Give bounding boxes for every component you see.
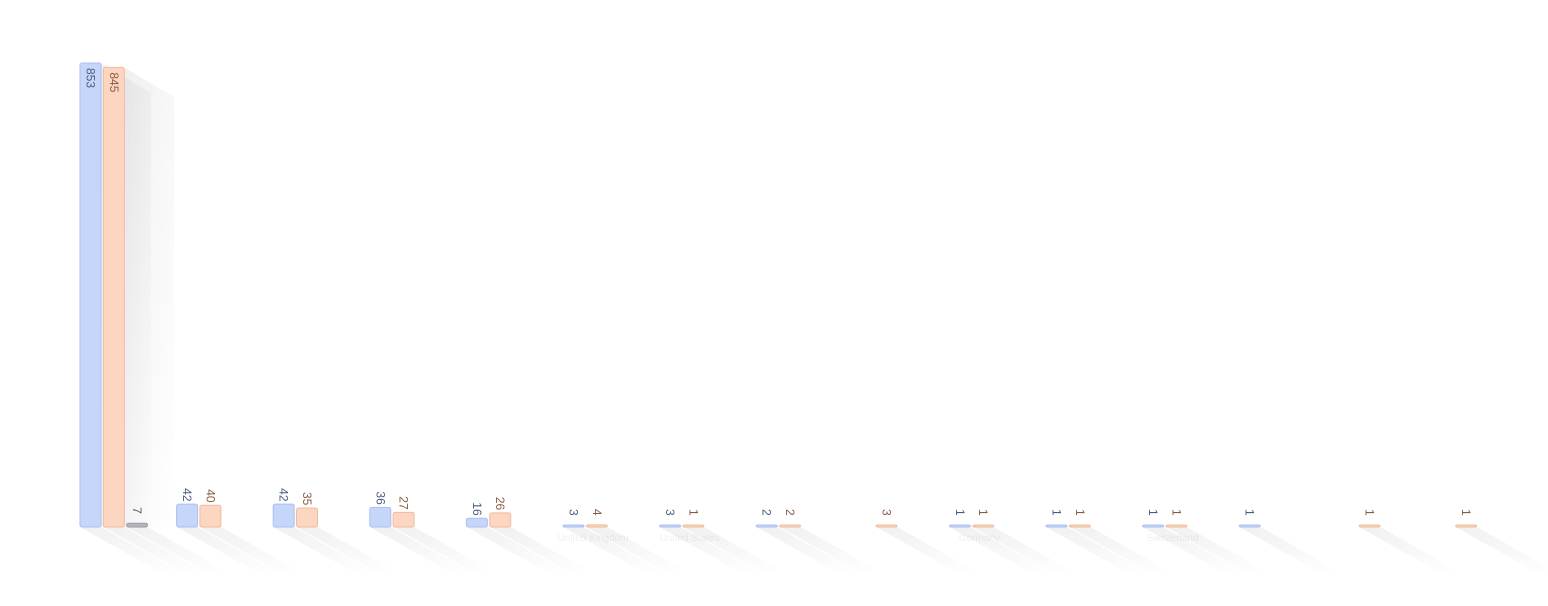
value-label: 42 [277,488,291,502]
value-label: 3 [567,509,581,516]
bar [682,524,705,528]
value-label: 853 [84,68,98,88]
value-label: 845 [107,72,121,92]
value-label: 7 [130,507,144,514]
bar [176,503,199,528]
bar [972,524,995,528]
bar-shadow [1069,527,1171,572]
bar-shadow [1239,527,1341,572]
bar [1165,524,1188,528]
bar-shadow [1165,527,1267,572]
value-label: 1 [1459,509,1473,516]
value-label: 40 [203,489,217,503]
bar [562,524,585,528]
value-label: 26 [493,497,507,511]
value-label: 4 [590,509,604,516]
bar [392,511,415,528]
bar-shadow [124,67,175,528]
bar [779,524,801,528]
value-label: 1 [1243,509,1257,516]
bar-shadow [1455,527,1548,572]
bar [465,517,488,528]
value-label: 1 [1169,509,1183,516]
bar-shadow [393,527,495,572]
value-label: 1 [953,509,967,516]
bar-shadow [586,527,688,572]
bar [948,524,971,528]
bar [755,524,778,528]
value-label: 3 [880,509,894,516]
bar-shadow [563,527,664,572]
bar [875,524,898,528]
bar [126,522,149,528]
bar [296,507,318,528]
bar-shadow [80,527,181,572]
bar-shadow [972,527,1074,572]
bar [1455,524,1478,528]
value-label: 35 [300,492,314,506]
bar [102,66,125,528]
value-label: 1 [1363,509,1377,516]
bar-shadow [126,527,228,572]
bar-shadow [199,527,301,572]
value-label: 16 [470,502,484,516]
bar [1238,524,1261,528]
bar-shadow [1142,527,1244,572]
bar-shadow [682,527,784,572]
bar [79,62,102,528]
value-label: 2 [783,509,797,516]
value-label: 1 [976,509,990,516]
bar [489,512,512,528]
bar-shadow [466,527,568,572]
value-label: 27 [397,496,411,510]
bar-shadow [876,527,978,572]
bar-shadow [949,527,1051,572]
bar-shadow [1359,527,1461,572]
value-label: 2 [760,509,774,516]
bar-shadow [1046,527,1147,572]
bar [659,524,682,528]
value-label: 42 [180,488,194,502]
bar [1142,524,1165,528]
bar [369,506,392,528]
bar [1358,524,1381,528]
value-label: 1 [1050,509,1064,516]
bar-shadow [296,527,398,572]
bar [1068,524,1091,528]
value-label: 3 [663,509,677,516]
bar [199,504,222,528]
bar [272,503,295,528]
bar-shadow [756,527,858,572]
value-label: 1 [686,509,700,516]
bar-shadow [369,527,471,572]
bar-shadow [489,527,591,572]
value-label: 1 [1146,509,1160,516]
bar-shadow [779,527,881,572]
value-label: 1 [1073,509,1087,516]
value-label: 36 [373,491,387,505]
bar-shadow [176,527,278,572]
bar-shadow [103,527,205,572]
bar [585,524,608,528]
bar-shadow [659,527,761,572]
bar [1045,524,1068,528]
bar-shadow [273,527,375,572]
